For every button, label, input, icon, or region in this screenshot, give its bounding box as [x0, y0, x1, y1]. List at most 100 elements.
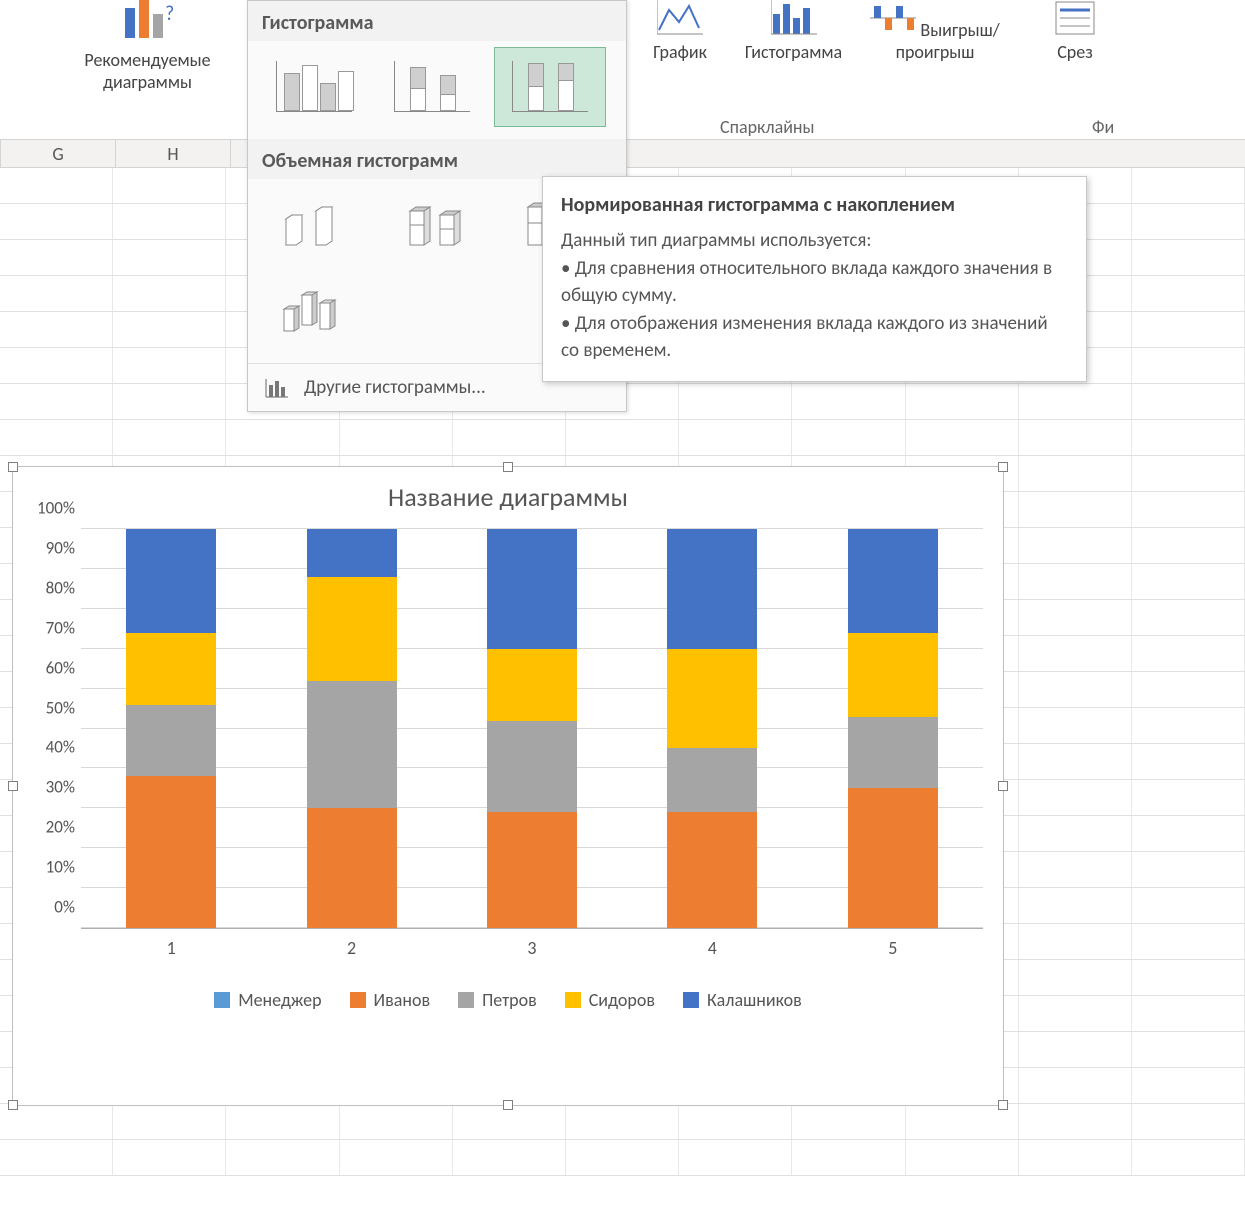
recommended-charts-button[interactable]: ? Рекомендуемые диаграммы: [50, 0, 245, 93]
y-tick: 0%: [21, 897, 75, 918]
resize-handle-n[interactable]: [503, 462, 513, 472]
resize-handle-nw[interactable]: [8, 462, 18, 472]
legend-swatch: [683, 992, 699, 1008]
segment-Иванов: [667, 812, 757, 928]
legend-swatch: [350, 992, 366, 1008]
slicer-icon: [1052, 0, 1098, 36]
svg-text:?: ?: [165, 2, 174, 26]
segment-Калашников: [307, 529, 397, 577]
x-label: 4: [667, 937, 757, 959]
legend: Менеджер Иванов Петров Сидоров Калашников: [13, 989, 1003, 1011]
y-tick: 90%: [21, 537, 75, 558]
sparklines-group-label: Спарклайны: [720, 116, 815, 138]
y-tick: 70%: [21, 617, 75, 638]
col-header-h[interactable]: H: [116, 140, 231, 167]
legend-item-Менеджер[interactable]: Менеджер: [214, 989, 321, 1011]
legend-label: Петров: [482, 989, 537, 1011]
chart-type-tooltip: Нормированная гистограмма с накоплением …: [542, 176, 1087, 382]
slicer-button[interactable]: Срез: [1040, 0, 1110, 63]
tooltip-line2: • Для сравнения относительного вклада ка…: [561, 255, 1068, 310]
segment-Петров: [126, 705, 216, 777]
y-tick: 80%: [21, 577, 75, 598]
y-tick: 10%: [21, 857, 75, 878]
sparkline-line-button[interactable]: График: [640, 0, 720, 63]
segment-Иванов: [307, 808, 397, 928]
segment-Калашников: [487, 529, 577, 649]
segment-Сидоров: [487, 649, 577, 721]
segment-Калашников: [667, 529, 757, 649]
sparkline-winloss-label-1: Выигрыш/: [920, 19, 999, 41]
resize-handle-sw[interactable]: [8, 1100, 18, 1110]
section-2d-title: Гистограмма: [248, 1, 626, 41]
sparkline-column-label: Гистограмма: [745, 41, 842, 63]
segment-Иванов: [126, 776, 216, 928]
x-label: 2: [307, 937, 397, 959]
resize-handle-e[interactable]: [998, 781, 1008, 791]
legend-item-Сидоров[interactable]: Сидоров: [565, 989, 655, 1011]
y-tick: 50%: [21, 697, 75, 718]
recommended-charts-label-2: диаграммы: [103, 71, 192, 93]
segment-Калашников: [848, 529, 938, 633]
segment-Сидоров: [126, 633, 216, 705]
resize-handle-ne[interactable]: [998, 462, 1008, 472]
section-3d-title: Объемная гистограмм: [248, 139, 626, 179]
chart-3d-clustered-icon: [272, 195, 356, 255]
chart-option-3d-clustered[interactable]: [258, 185, 370, 265]
bar-3[interactable]: [487, 529, 577, 928]
bar-4[interactable]: [667, 529, 757, 928]
recommended-charts-label-1: Рекомендуемые: [84, 49, 210, 71]
bar-2[interactable]: [307, 529, 397, 928]
legend-item-Петров[interactable]: Петров: [458, 989, 537, 1011]
bar-5[interactable]: [848, 529, 938, 928]
sparkline-column-button[interactable]: Гистограмма: [726, 0, 861, 63]
sparkline-winloss-label-2: проигрыш: [896, 41, 975, 63]
segment-Сидоров: [848, 633, 938, 717]
y-tick: 60%: [21, 657, 75, 678]
chart-option-3d-stacked[interactable]: [376, 185, 488, 265]
x-axis-labels: 12345: [81, 937, 983, 959]
legend-label: Сидоров: [589, 989, 655, 1011]
segment-Сидоров: [667, 649, 757, 749]
plot-area: 0%10%20%30%40%50%60%70%80%90%100%: [81, 529, 983, 929]
segment-Калашников: [126, 529, 216, 633]
tooltip-line1: Данный тип диаграммы используется:: [561, 227, 1068, 255]
chart-3d-stacked-icon: [390, 195, 474, 255]
slicer-label: Срез: [1057, 41, 1093, 63]
segment-Иванов: [848, 788, 938, 928]
column-sparkline-icon: [771, 0, 817, 36]
tooltip-line3: • Для отображения изменения вклада каждо…: [561, 310, 1068, 365]
legend-item-Калашников[interactable]: Калашников: [683, 989, 802, 1011]
y-tick: 40%: [21, 737, 75, 758]
legend-swatch: [214, 992, 230, 1008]
segment-Петров: [848, 717, 938, 789]
chart-object[interactable]: Название диаграммы 0%10%20%30%40%50%60%7…: [12, 466, 1004, 1106]
chart-option-clustered-column[interactable]: [258, 47, 370, 127]
chart-option-stacked-column[interactable]: [376, 47, 488, 127]
chart-option-3d-column[interactable]: [258, 271, 370, 351]
filters-group-label: Фи: [1092, 116, 1114, 138]
legend-swatch: [458, 992, 474, 1008]
x-label: 1: [126, 937, 216, 959]
sparkline-winloss-button[interactable]: Выигрыш/ проигрыш: [870, 0, 1000, 63]
resize-handle-se[interactable]: [998, 1100, 1008, 1110]
sparkline-line-label: График: [653, 41, 707, 63]
more-histograms-label: Другие гистограммы...: [304, 376, 486, 399]
chart-option-100pct-stacked-column[interactable]: [494, 47, 606, 127]
legend-item-Иванов[interactable]: Иванов: [350, 989, 431, 1011]
resize-handle-w[interactable]: [8, 781, 18, 791]
x-label: 5: [848, 937, 938, 959]
y-tick: 20%: [21, 817, 75, 838]
resize-handle-s[interactable]: [503, 1100, 513, 1110]
segment-Иванов: [487, 812, 577, 928]
segment-Сидоров: [307, 577, 397, 681]
col-header-g[interactable]: G: [1, 140, 116, 167]
legend-label: Менеджер: [238, 989, 321, 1011]
y-tick: 30%: [21, 777, 75, 798]
legend-swatch: [565, 992, 581, 1008]
segment-Петров: [487, 721, 577, 813]
chart-title[interactable]: Название диаграммы: [13, 467, 1003, 519]
bar-1[interactable]: [126, 529, 216, 928]
chart-3d-column-icon: [272, 281, 356, 341]
recommended-chart-icon: ?: [119, 0, 177, 40]
legend-label: Иванов: [374, 989, 431, 1011]
